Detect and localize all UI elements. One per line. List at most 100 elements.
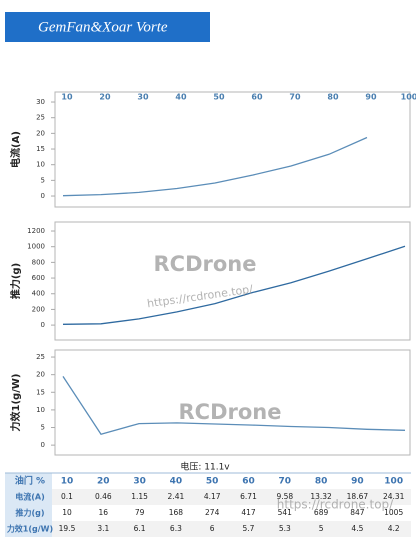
y-tick-label: 0 bbox=[41, 441, 45, 449]
y-tick-label: 600 bbox=[32, 274, 45, 282]
cell: 541 bbox=[278, 508, 293, 517]
cell: 50 bbox=[206, 477, 219, 487]
banner-title: GemFan&Xoar Vorte bbox=[38, 19, 168, 35]
y-tick-label: 0 bbox=[41, 321, 45, 329]
cell: 40 bbox=[170, 477, 183, 487]
x-tick-label: 10 bbox=[61, 93, 73, 102]
y-tick-label: 5 bbox=[41, 176, 45, 184]
label-bg bbox=[5, 473, 52, 489]
plot-frame bbox=[54, 91, 411, 208]
cell: 5.7 bbox=[243, 524, 255, 533]
cell: 0.46 bbox=[95, 492, 112, 501]
x-tick-label: 70 bbox=[289, 93, 301, 102]
y-tick-label: 1200 bbox=[27, 227, 45, 235]
y-axis-label: 推力(g) bbox=[9, 263, 22, 299]
y-tick-label: 10 bbox=[36, 406, 45, 414]
watermarks: RCDronehttps://rcdrone.top/RCDronehttps:… bbox=[146, 252, 394, 512]
row-label: 油门 % bbox=[15, 475, 45, 487]
label-bg bbox=[5, 489, 52, 505]
cell: 6.3 bbox=[170, 524, 182, 533]
cell: 6 bbox=[210, 524, 215, 533]
banner bbox=[5, 12, 210, 42]
row-label: 力效1(g/W) bbox=[7, 524, 53, 534]
y-tick-label: 20 bbox=[36, 371, 45, 379]
data-line bbox=[62, 136, 368, 197]
y-tick-label: 10 bbox=[36, 161, 45, 169]
label-bg bbox=[5, 505, 52, 521]
cell: 20 bbox=[97, 477, 110, 487]
y-tick-label: 20 bbox=[36, 129, 45, 137]
cell: 70 bbox=[279, 477, 292, 487]
x-tick-label: 50 bbox=[213, 93, 225, 102]
y-tick-label: 25 bbox=[36, 353, 45, 361]
cell: 80 bbox=[315, 477, 328, 487]
y-tick-label: 30 bbox=[36, 98, 45, 106]
row-bg bbox=[5, 473, 411, 489]
watermark: https://rcdrone.top/ bbox=[277, 498, 394, 512]
cell: 5.3 bbox=[279, 524, 291, 533]
y-tick-label: 800 bbox=[32, 258, 45, 266]
cell: 0.1 bbox=[61, 492, 73, 501]
cell: 13.32 bbox=[310, 492, 332, 501]
cell: 3.1 bbox=[97, 524, 109, 533]
y-axis-label: 电流(A) bbox=[9, 131, 22, 168]
x-tick-label: 100 bbox=[401, 93, 416, 102]
cell: 689 bbox=[314, 508, 329, 517]
cell: 9.58 bbox=[276, 492, 293, 501]
y-tick-label: 15 bbox=[36, 145, 45, 153]
row-bg bbox=[5, 489, 411, 505]
y-tick-label: 25 bbox=[36, 114, 45, 122]
cell: 417 bbox=[241, 508, 256, 517]
cell: 19.5 bbox=[59, 524, 76, 533]
y-tick-label: 15 bbox=[36, 388, 45, 396]
cell: 4.17 bbox=[204, 492, 221, 501]
x-tick-label: 90 bbox=[365, 93, 377, 102]
table: 油门 % 10 20 30 40 50 60 70 80 90 100 电流(A) 0.1 0.46 1.1… bbox=[5, 472, 411, 537]
y-tick-label: 200 bbox=[32, 305, 45, 313]
cell: 6.1 bbox=[134, 524, 146, 533]
y-tick-label: 1000 bbox=[27, 243, 45, 251]
y-tick-label: 400 bbox=[32, 290, 45, 298]
cell: 16 bbox=[99, 508, 109, 517]
x-tick-label: 40 bbox=[175, 93, 187, 102]
y-axis-label: 力效1(g/W) bbox=[9, 374, 22, 432]
cell: 10 bbox=[62, 508, 72, 517]
cell: 100 bbox=[384, 477, 403, 487]
row-label: 电流(A) bbox=[15, 492, 45, 502]
cell: 18.67 bbox=[347, 492, 369, 501]
cell: 847 bbox=[350, 508, 365, 517]
label-bg bbox=[5, 521, 52, 537]
data-line bbox=[62, 376, 406, 435]
cell: 24.31 bbox=[383, 492, 405, 501]
cell: 5 bbox=[319, 524, 324, 533]
x-tick-label: 80 bbox=[327, 93, 339, 102]
cell: 4.5 bbox=[351, 524, 363, 533]
cell: 2.41 bbox=[168, 492, 185, 501]
cell: 4.2 bbox=[388, 524, 400, 533]
x-tick-label: 30 bbox=[137, 93, 149, 102]
cell: 79 bbox=[135, 508, 145, 517]
cell: 168 bbox=[169, 508, 184, 517]
cell: 1.15 bbox=[131, 492, 148, 501]
row-bg bbox=[5, 521, 411, 537]
y-tick-label: 0 bbox=[41, 192, 45, 200]
cell: 274 bbox=[205, 508, 220, 517]
voltage-label: 电压: 11.1v bbox=[180, 461, 230, 473]
cell: 10 bbox=[61, 477, 74, 487]
cell: 60 bbox=[242, 477, 255, 487]
row-label: 推力(g) bbox=[15, 508, 44, 518]
plot-frame bbox=[54, 349, 411, 456]
cell: 30 bbox=[133, 477, 146, 487]
plot-frame bbox=[54, 221, 411, 341]
x-tick-label: 60 bbox=[251, 93, 263, 102]
watermark: RCDrone bbox=[179, 400, 282, 424]
y-tick-label: 5 bbox=[41, 424, 45, 432]
cell: 6.71 bbox=[240, 492, 257, 501]
data-line bbox=[62, 245, 406, 325]
row-bg bbox=[5, 505, 411, 521]
watermark: RCDrone bbox=[154, 252, 257, 276]
cell: 90 bbox=[351, 477, 364, 487]
cell: 1005 bbox=[384, 508, 403, 517]
